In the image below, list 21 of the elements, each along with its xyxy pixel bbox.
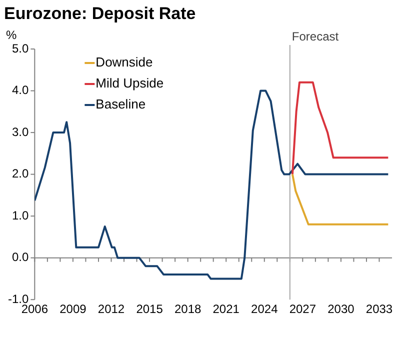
x-tick-label: 2027 [289,302,316,316]
ref-line-label: Forecast [292,29,340,44]
x-tick-label: 2030 [328,302,355,316]
x-tick-label: 2009 [60,302,87,316]
y-tick-label: 0.0 [12,250,29,264]
legend-label: Downside [96,54,153,70]
y-tick-label: 2.0 [12,166,29,181]
y-tick-label: 4.0 [12,83,29,98]
x-tick-label: 2015 [136,302,164,316]
x-tick-label: 2018 [174,302,202,316]
y-tick-label: 5.0 [12,41,29,56]
x-tick-label: 2024 [251,302,278,316]
x-tick-label: 2012 [98,302,125,316]
y-tick-label: 1.0 [12,208,29,222]
legend-label: Mild Upside [96,76,164,91]
x-tick-label: 2033 [366,302,393,316]
x-tick-label: 2021 [212,302,240,316]
legend-label: Baseline [96,96,146,112]
chart-title: Eurozone: Deposit Rate [4,4,196,24]
y-tick-label: 3.0 [12,124,29,139]
y-axis-title: % [6,28,17,42]
